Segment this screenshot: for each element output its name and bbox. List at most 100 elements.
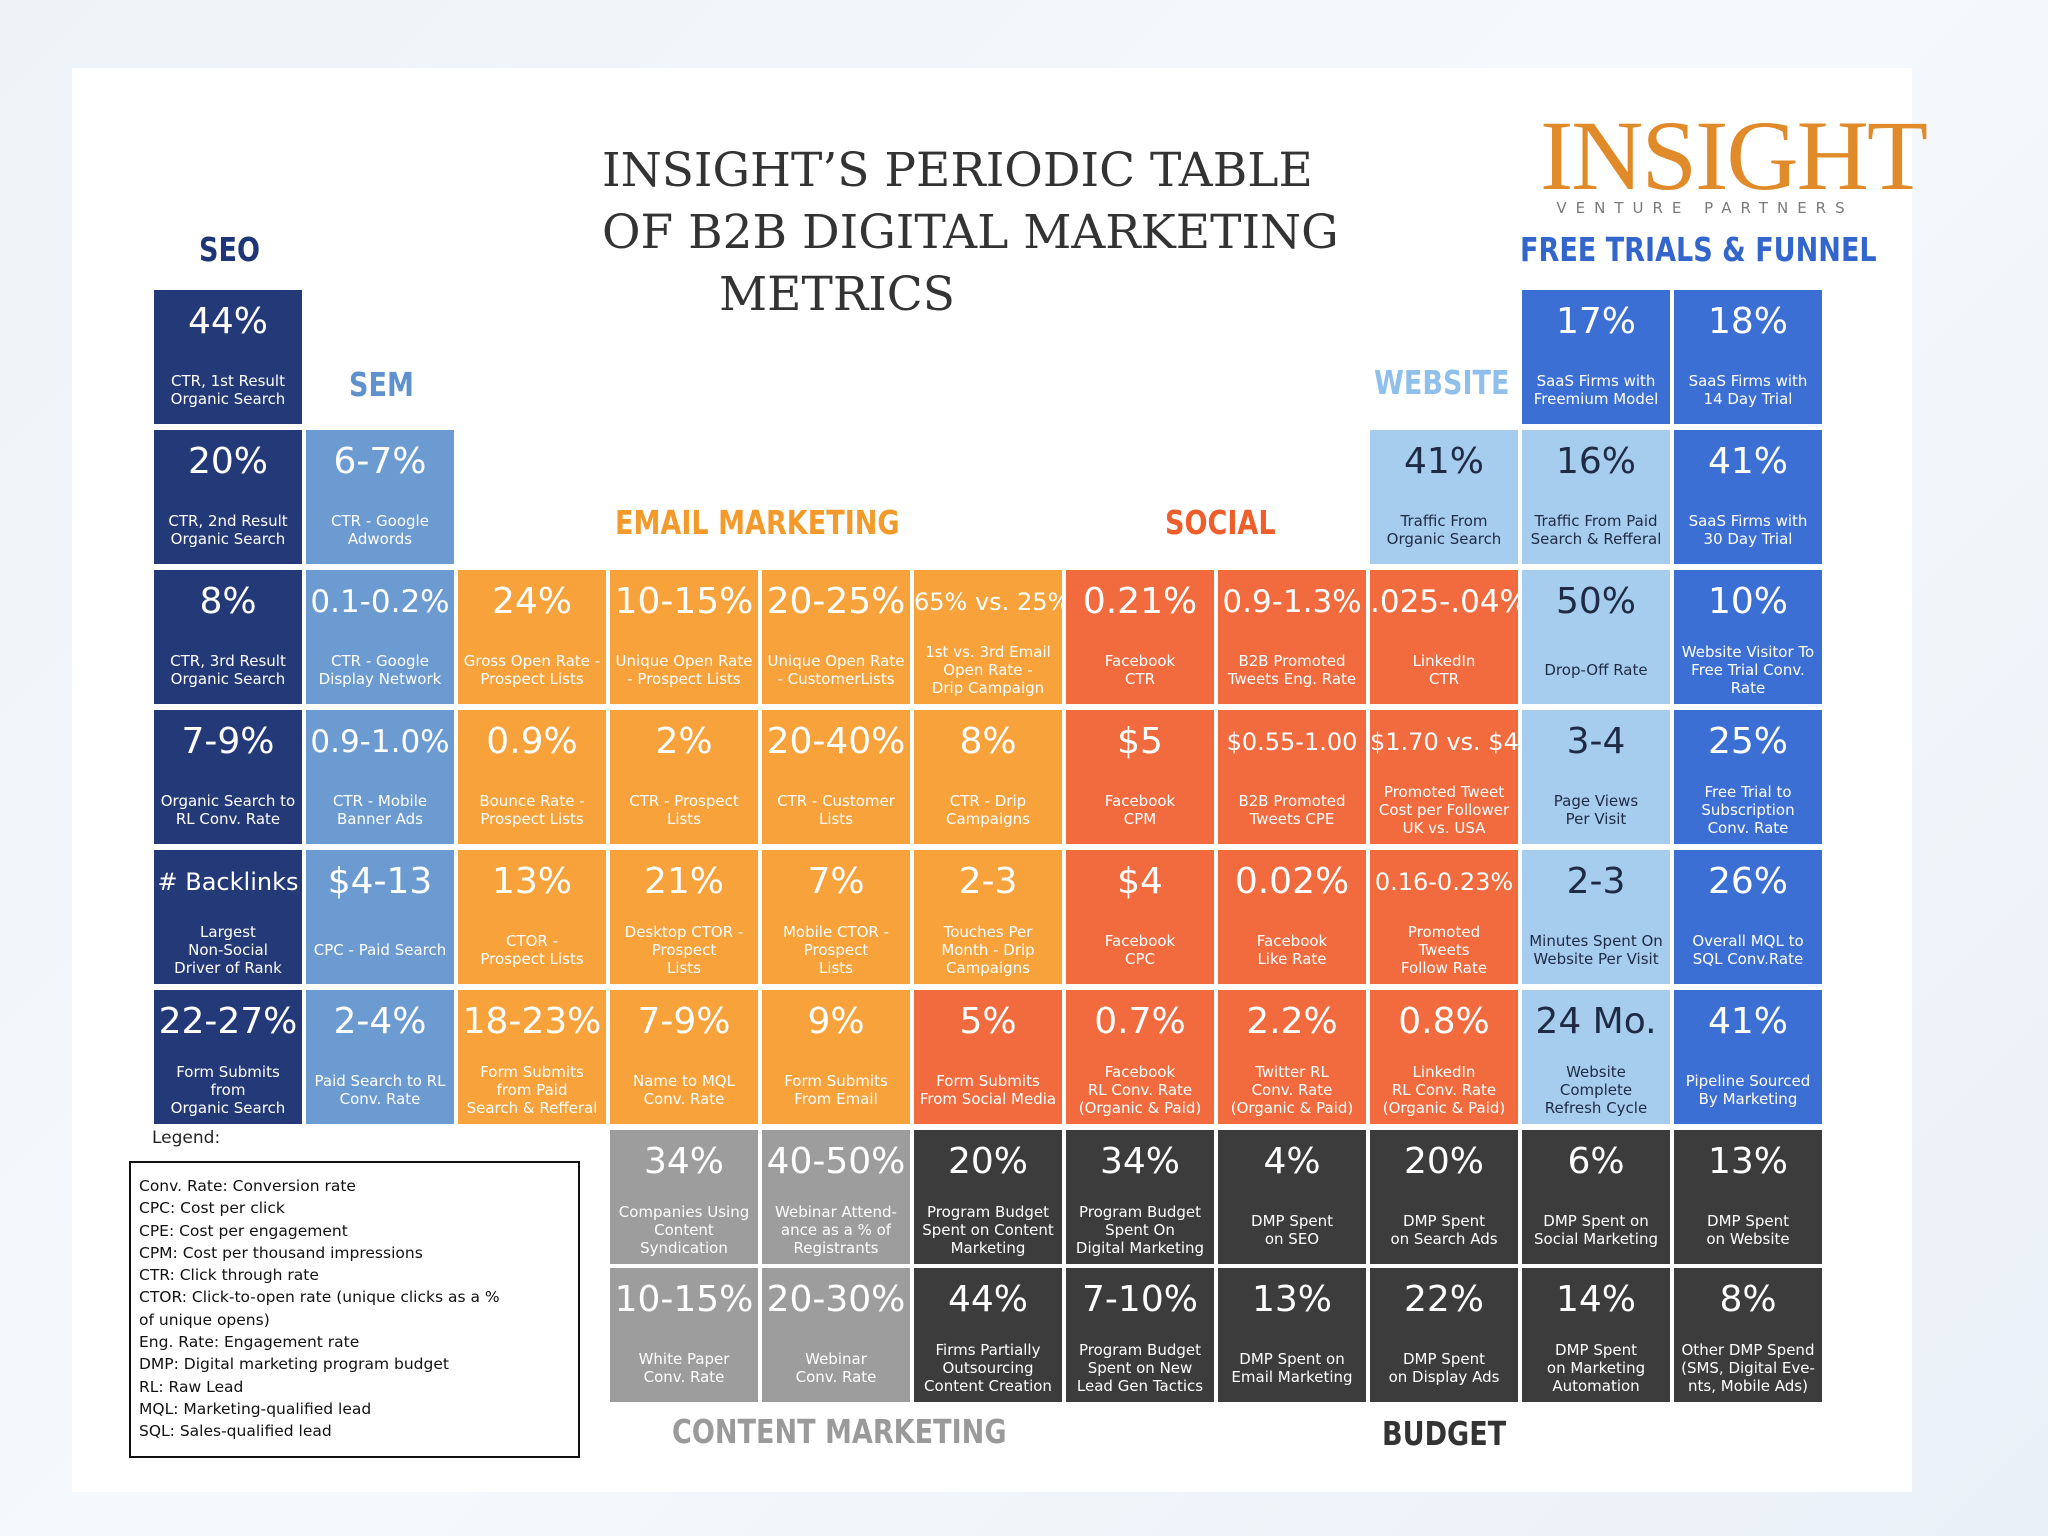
content-tile: 20-30% Webinar Conv. Rate: [762, 1268, 910, 1402]
tile-label: B2B Promoted Tweets Eng. Rate: [1227, 652, 1357, 688]
tile-label: Twitter RL Conv. Rate (Organic & Paid): [1230, 1063, 1354, 1117]
email-tile: 2-3 Touches Per Month - Drip Campaigns: [914, 850, 1062, 984]
social-tile: 0.21% Facebook CTR: [1066, 570, 1214, 704]
tile-value: 18-23%: [462, 1001, 602, 1042]
tile-label: Bounce Rate - Prospect Lists: [479, 792, 585, 828]
website-tile: 3-4 Page Views Per Visit: [1522, 710, 1670, 844]
website-tile: 16% Traffic From Paid Search & Refferal: [1522, 430, 1670, 564]
tile-label: Free Trial to Subscription Conv. Rate: [1701, 783, 1795, 837]
tile-label: Website Visitor To Free Trial Conv. Rate: [1681, 643, 1815, 697]
tile-label: LinkedIn CTR: [1412, 652, 1476, 688]
tile-label: CTR - Customer Lists: [777, 792, 895, 828]
seo-tile: 44% CTR, 1st Result Organic Search: [154, 290, 302, 424]
tile-label: Form Submits From Email: [784, 1072, 888, 1108]
legend-item: CTOR: Click-to-open rate (unique clicks …: [139, 1288, 500, 1307]
tile-label: LinkedIn RL Conv. Rate (Organic & Paid): [1382, 1063, 1506, 1117]
tile-value: 21%: [643, 861, 724, 902]
budget-tile: 6% DMP Spent on Social Marketing: [1522, 1130, 1670, 1264]
tile-label: Largest Non-Social Driver of Rank: [174, 923, 282, 977]
tile-label: Facebook RL Conv. Rate (Organic & Paid): [1078, 1063, 1202, 1117]
budget-tile: 7-10% Program Budget Spent on New Lead Ge…: [1066, 1268, 1214, 1402]
tile-value: $0.55-1.00: [1226, 728, 1358, 756]
tile-label: Unique Open Rate - CustomerLists: [767, 652, 905, 688]
tile-label: Facebook Like Rate: [1256, 932, 1328, 968]
tile-value: 24%: [491, 581, 572, 622]
budget-tile: 22% DMP Spent on Display Ads: [1370, 1268, 1518, 1402]
tile-value: $5: [1117, 721, 1163, 762]
tile-value: 8%: [959, 721, 1017, 762]
category-social: SOCIAL: [1165, 503, 1276, 542]
email-tile: 13% CTOR - Prospect Lists: [458, 850, 606, 984]
tile-label: Form Submits From Social Media: [919, 1072, 1057, 1108]
tile-label: Drop-Off Rate: [1544, 661, 1648, 679]
tile-value: 9%: [807, 1001, 865, 1042]
social-tile: $0.55-1.00 B2B Promoted Tweets CPE: [1218, 710, 1366, 844]
tile-label: Webinar Attend- ance as a % of Registran…: [775, 1203, 897, 1257]
tile-label: Program Budget Spent On Digital Marketin…: [1075, 1203, 1205, 1257]
social-tile: .025-.04% LinkedIn CTR: [1370, 570, 1518, 704]
tile-label: DMP Spent on Website: [1706, 1212, 1790, 1248]
tile-value: # Backlinks: [157, 868, 299, 896]
funnel-tile: 41% Pipeline Sourced By Marketing: [1674, 990, 1822, 1124]
email-tile: 20-40% CTR - Customer Lists: [762, 710, 910, 844]
tile-label: DMP Spent on Social Marketing: [1534, 1212, 1658, 1248]
seo-tile: 7-9% Organic Search to RL Conv. Rate: [154, 710, 302, 844]
tile-value: 14%: [1555, 1279, 1636, 1320]
tile-label: Traffic From Paid Search & Refferal: [1530, 512, 1662, 548]
email-tile: 24% Gross Open Rate - Prospect Lists: [458, 570, 606, 704]
content-tile: 40-50% Webinar Attend- ance as a % of Reg…: [762, 1130, 910, 1264]
tile-label: CTR - Mobile Banner Ads: [332, 792, 428, 828]
tile-value: 2-3: [958, 861, 1018, 902]
email-tile: 2% CTR - Prospect Lists: [610, 710, 758, 844]
tile-label: SaaS Firms with 30 Day Trial: [1688, 512, 1808, 548]
tile-label: Promoted Tweet Cost per Follower UK vs. …: [1378, 783, 1510, 837]
email-tile: 18-23% Form Submits from Paid Search & Re…: [458, 990, 606, 1124]
legend-item: CPM: Cost per thousand impressions: [139, 1243, 423, 1262]
tile-value: 50%: [1555, 581, 1636, 622]
social-tile: 0.7% Facebook RL Conv. Rate (Organic & Pa…: [1066, 990, 1214, 1124]
tile-value: 13%: [1251, 1279, 1332, 1320]
tile-label: Facebook CPM: [1104, 792, 1176, 828]
email-tile: 10-15% Unique Open Rate - Prospect Lists: [610, 570, 758, 704]
funnel-tile: 26% Overall MQL to SQL Conv.Rate: [1674, 850, 1822, 984]
email-tile: 7-9% Name to MQL Conv. Rate: [610, 990, 758, 1124]
tile-value: 34%: [643, 1141, 724, 1182]
email-tile: 7% Mobile CTOR - Prospect Lists: [762, 850, 910, 984]
budget-tile: 44% Firms Partially Outsourcing Content C…: [914, 1268, 1062, 1402]
seo-tile: 8% CTR, 3rd Result Organic Search: [154, 570, 302, 704]
social-tile: 2.2% Twitter RL Conv. Rate (Organic & Pai…: [1218, 990, 1366, 1124]
seo-tile: 22-27% Form Submits from Organic Search: [154, 990, 302, 1124]
tile-value: 6%: [1567, 1141, 1625, 1182]
tile-label: Pipeline Sourced By Marketing: [1685, 1072, 1811, 1108]
tile-label: SaaS Firms with Freemium Model: [1533, 372, 1659, 408]
tile-value: 20%: [1403, 1141, 1484, 1182]
tile-value: 26%: [1707, 861, 1788, 902]
tile-value: 4%: [1263, 1141, 1321, 1182]
funnel-tile: 18% SaaS Firms with 14 Day Trial: [1674, 290, 1822, 424]
category-free-trials-funnel: FREE TRIALS & FUNNEL: [1520, 230, 1877, 269]
category-budget: BUDGET: [1382, 1414, 1507, 1453]
tile-value: 3-4: [1566, 721, 1626, 762]
social-tile: 0.8% LinkedIn RL Conv. Rate (Organic & Pa…: [1370, 990, 1518, 1124]
tile-value: 65% vs. 25%: [914, 588, 1062, 616]
budget-tile: 13% DMP Spent on Website: [1674, 1130, 1822, 1264]
tile-value: 0.9%: [486, 721, 578, 762]
tile-label: Touches Per Month - Drip Campaigns: [941, 923, 1035, 977]
website-tile: 24 Mo. Website Complete Refresh Cycle: [1522, 990, 1670, 1124]
tile-label: Program Budget Spent on New Lead Gen Tac…: [1076, 1341, 1204, 1395]
tile-label: Form Submits from Organic Search: [170, 1063, 286, 1117]
tile-value: 40-50%: [766, 1141, 906, 1182]
social-tile: 5% Form Submits From Social Media: [914, 990, 1062, 1124]
legend-item: MQL: Marketing-qualified lead: [139, 1399, 372, 1418]
tile-label: Name to MQL Conv. Rate: [633, 1072, 735, 1108]
content-tile: 34% Companies Using Content Syndication: [610, 1130, 758, 1264]
tile-value: 7-10%: [1082, 1279, 1198, 1320]
tile-label: Mobile CTOR - Prospect Lists: [782, 923, 890, 977]
sem-tile: $4-13 CPC - Paid Search: [306, 850, 454, 984]
category-sem: SEM: [349, 365, 414, 404]
tile-label: CTOR - Prospect Lists: [480, 932, 584, 968]
tile-label: CPC - Paid Search: [313, 941, 447, 959]
budget-tile: 4% DMP Spent on SEO: [1218, 1130, 1366, 1264]
page-title: INSIGHT’S PERIODIC TABLE OF B2B DIGITAL …: [602, 140, 1339, 326]
legend-item: SQL: Sales-qualified lead: [139, 1422, 332, 1441]
